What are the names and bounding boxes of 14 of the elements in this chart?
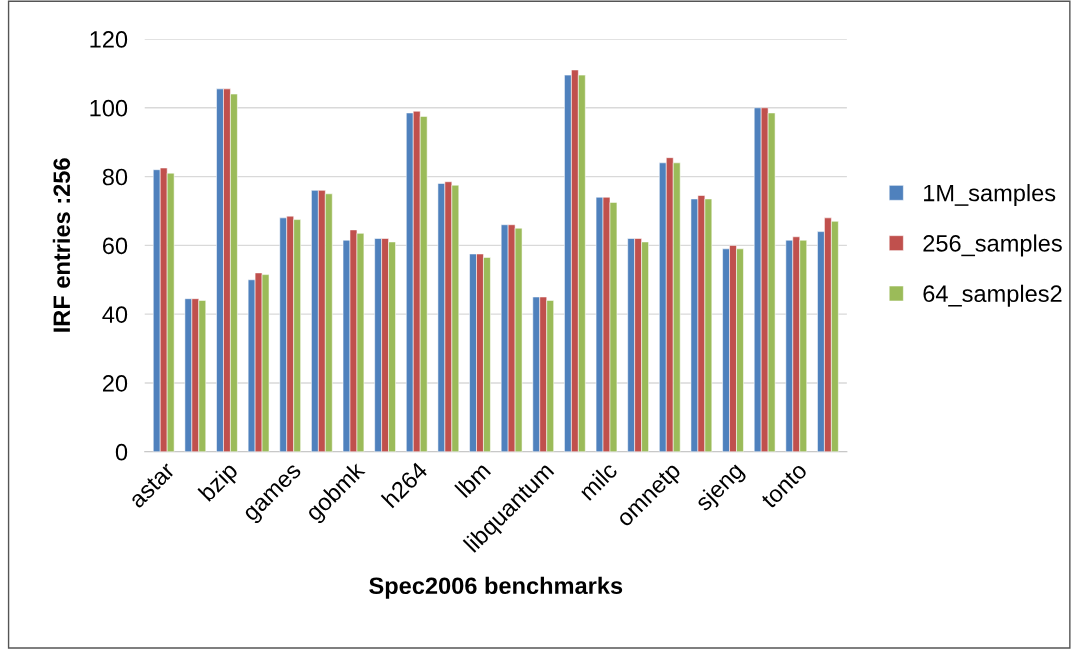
legend-label: 1M_samples [924, 184, 1056, 207]
y-tick-label: 80 [102, 168, 128, 186]
y-axis-title: IRF entries :256 [52, 158, 71, 332]
legend-label: 64_samples2 [923, 284, 1062, 307]
x-tick-label: bzip [197, 460, 242, 506]
y-tick-label: 120 [90, 31, 128, 48]
legend-label: 256_samples [923, 234, 1062, 257]
y-tick-label: 60 [102, 237, 128, 255]
x-axis-title: Spec2006 benchmarks [369, 576, 623, 599]
y-tick-label: 20 [102, 375, 128, 392]
y-tick-label: 100 [90, 99, 128, 117]
x-tick-label: milc [577, 460, 619, 501]
y-tick-label: 40 [102, 306, 128, 323]
y-tick-label: 0 [115, 443, 128, 461]
